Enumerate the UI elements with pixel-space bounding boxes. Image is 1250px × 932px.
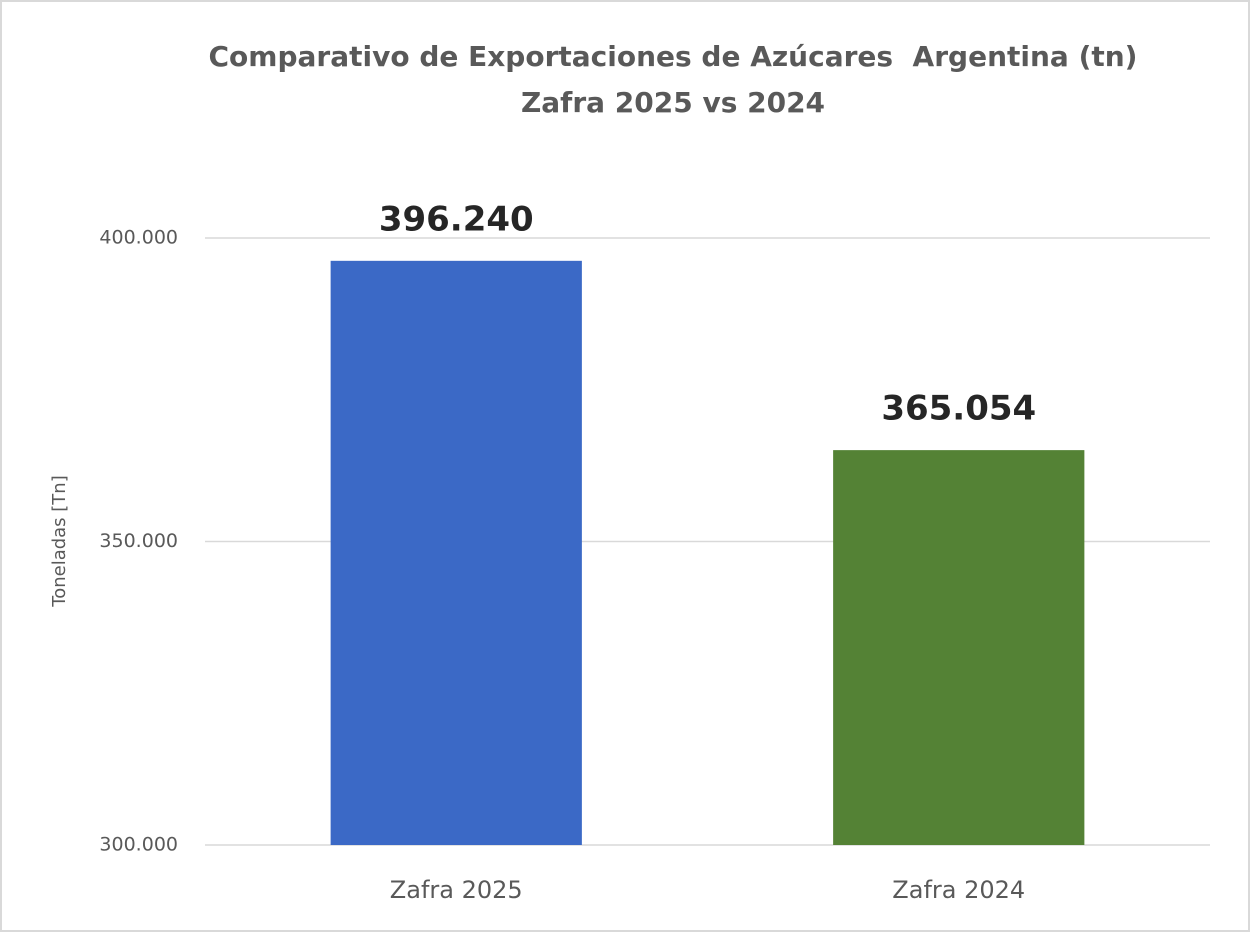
chart-subtitle: Zafra 2025 vs 2024 — [521, 86, 825, 119]
y-tick-label: 400.000 — [99, 227, 178, 249]
y-tick-label: 350.000 — [99, 530, 178, 552]
x-tick-label: Zafra 2024 — [892, 876, 1025, 904]
bar — [330, 260, 582, 845]
y-axis-title: Toneladas [Tn] — [49, 475, 70, 607]
chart-title: Comparativo de Exportaciones de Azúcares… — [209, 40, 1138, 73]
x-tick-label: Zafra 2025 — [390, 876, 523, 904]
value-label: 365.054 — [881, 389, 1036, 429]
value-label: 396.240 — [379, 199, 534, 239]
bar — [833, 450, 1085, 845]
y-tick-label: 300.000 — [99, 834, 178, 856]
